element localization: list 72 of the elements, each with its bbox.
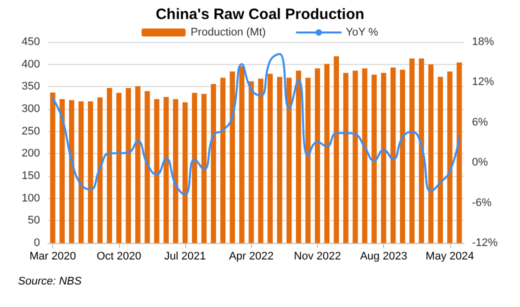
bar [343,72,348,243]
bar [447,71,452,243]
bar [258,78,264,243]
y2-tick-label: -12% [472,237,498,249]
bar [210,84,216,243]
x-tick-label: Aug 2023 [360,250,408,262]
bar [239,66,244,243]
x-tick-label: Oct 2020 [96,250,142,262]
bar [362,68,368,243]
bar [324,64,330,243]
y-tick-label: 300 [22,103,40,115]
bar [409,58,415,243]
bar [182,102,188,243]
y-tick-label: 450 [22,36,40,48]
y-tick-label: 100 [22,192,40,204]
y-tick-label: 0 [34,237,40,249]
bar [286,78,292,243]
bar [78,101,84,243]
bar [164,96,169,243]
x-tick-label: May 2024 [426,250,474,262]
line-series [52,53,460,196]
x-tick-label: Jul 2021 [164,250,206,262]
y2-tick-label: 6% [472,116,488,128]
bar [381,72,386,243]
y2-tick-label: -6% [472,196,492,209]
x-tick-label: Apr 2022 [228,250,274,262]
bar [60,99,65,243]
y-tick-label: 350 [22,80,40,93]
bar [50,92,56,243]
bar [173,99,178,243]
bar [135,86,140,243]
bar [126,88,131,243]
bar [97,97,103,243]
bar [418,58,424,243]
bar [106,88,112,243]
y-tick-label: 50 [28,214,40,227]
y-tick-label: 150 [22,170,40,182]
bar [428,64,434,243]
y2-tick-label: 12% [472,76,494,88]
bar [314,68,320,243]
bar [334,56,339,243]
bar [400,70,406,243]
x-tick-label: Nov 2022 [294,250,341,262]
bar [305,78,311,243]
bar [116,92,122,243]
y2-tick-label: 18% [472,36,494,48]
bar [352,70,358,243]
y-tick-label: 250 [22,125,40,138]
y-tick-label: 200 [22,148,40,160]
bar [268,74,273,243]
bar [456,62,462,243]
bar [248,81,254,243]
bar [230,71,235,243]
bar [372,74,377,243]
legend-label: YoY % [346,26,378,38]
legend-label: Production (Mt) [190,26,266,38]
bar [69,100,74,243]
bar [296,70,302,243]
y-tick-label: 400 [22,58,40,70]
x-tick-label: Mar 2020 [29,250,76,262]
bar [88,101,94,243]
bar [390,67,396,243]
source-note: Source: NBS [18,276,82,288]
y2-tick-label: 0% [472,156,488,169]
bar [144,91,150,243]
bar [277,76,282,243]
bar [154,99,160,243]
chart-title: China's Raw Coal Production [156,6,364,23]
bar [201,94,207,243]
bar [220,78,226,243]
bar [438,76,443,243]
bar [192,92,198,243]
